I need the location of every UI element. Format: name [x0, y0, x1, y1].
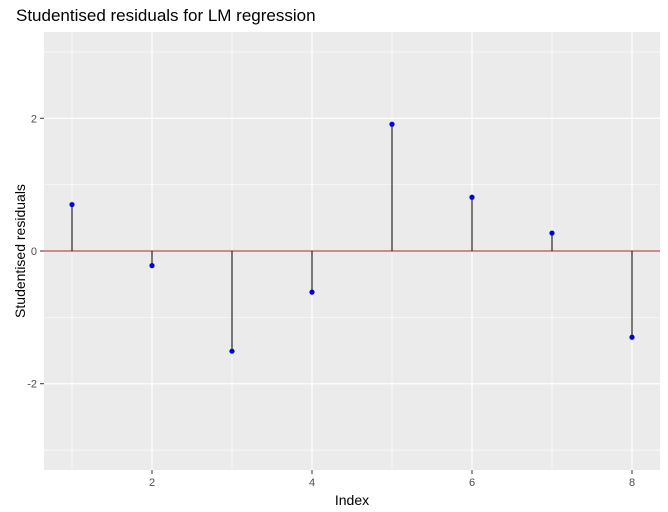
- x-axis-ticks: 2 4 6 8: [149, 470, 635, 489]
- residual-point: [149, 263, 155, 269]
- y-tick-label: 2: [31, 113, 37, 125]
- residual-point: [389, 121, 395, 127]
- x-axis-title: Index: [335, 492, 369, 508]
- residual-point: [629, 334, 635, 340]
- residual-stems: [71, 124, 633, 352]
- y-tick-label: 0: [31, 246, 37, 258]
- residual-point: [549, 230, 555, 236]
- x-tick-label: 2: [149, 477, 155, 489]
- residual-point: [69, 201, 75, 208]
- x-tick-label: 6: [469, 477, 475, 489]
- residual-point: [309, 289, 315, 295]
- y-axis-title: Studentised residuals: [12, 184, 28, 318]
- residual-point: [229, 348, 235, 354]
- residual-point: [469, 194, 475, 200]
- x-tick-label: 4: [309, 477, 315, 489]
- x-tick-label: 8: [629, 477, 635, 489]
- y-tick-label: -2: [27, 379, 37, 391]
- chart-title: Studentised residuals for LM regression: [16, 6, 316, 25]
- y-axis-ticks: -2 0 2: [27, 113, 44, 391]
- residual-points: [69, 121, 635, 354]
